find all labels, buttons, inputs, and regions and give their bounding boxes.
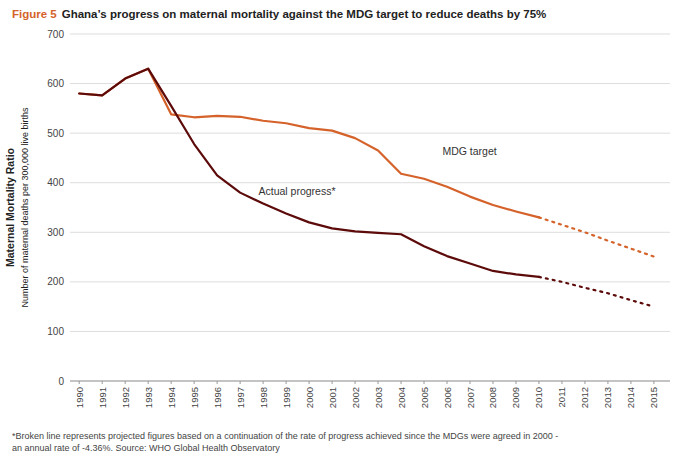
x-tick	[217, 381, 218, 384]
y-tick-label: 600	[47, 78, 64, 89]
x-tick	[401, 381, 402, 384]
grid-line	[70, 133, 670, 134]
x-tick	[263, 381, 264, 384]
x-tick-label: 1998	[258, 387, 269, 408]
x-tick-label: 2011	[556, 387, 567, 407]
x-tick-label: 1992	[120, 387, 131, 408]
title-line: Figure 5 Ghana’s progress on maternal mor…	[12, 8, 546, 20]
annotation: Actual progress*	[259, 185, 336, 197]
grid-line	[70, 281, 670, 282]
series-line	[79, 69, 539, 218]
x-tick-label: 2009	[510, 387, 521, 408]
grid	[70, 34, 670, 381]
x-tick-label: 2003	[373, 387, 384, 408]
x-tick	[148, 381, 149, 384]
x-tick	[630, 381, 631, 384]
x-tick	[309, 381, 310, 384]
x-tick	[355, 381, 356, 384]
x-tick-label: 1994	[166, 387, 177, 408]
y-axis-label: Maternal Mortality Ratio	[4, 148, 16, 267]
x-tick-label: 2002	[350, 387, 361, 408]
x-tick-label: 2005	[419, 387, 430, 408]
x-tick-label: 2015	[648, 387, 659, 408]
y-tick-label: 400	[47, 177, 64, 188]
x-tick-label: 2001	[327, 387, 338, 408]
y-tick-label: 300	[47, 227, 64, 238]
grid-line	[70, 83, 670, 84]
footnote: *Broken line represents projected figure…	[12, 431, 558, 453]
grid-line	[70, 182, 670, 183]
x-tick-label: 1999	[281, 387, 292, 408]
footnote-line: *Broken line represents projected figure…	[12, 431, 558, 441]
x-tick-label: 2007	[465, 387, 476, 408]
x-tick	[79, 381, 80, 384]
footnote-line: an annual rate of -4.36%. Source: WHO Gl…	[12, 443, 280, 453]
x-tick-label: 1993	[143, 387, 154, 408]
x-tick	[607, 381, 608, 384]
x-tick-label: 2006	[442, 387, 453, 408]
x-tick	[125, 381, 126, 384]
y-tick-label: 100	[47, 326, 64, 337]
y-tick-label: 200	[47, 276, 64, 287]
x-tick	[424, 381, 425, 384]
series-line	[539, 277, 654, 307]
x-tick	[538, 381, 539, 384]
x-tick-label: 2004	[396, 387, 407, 408]
x-tick	[515, 381, 516, 384]
x-tick	[653, 381, 654, 384]
x-tick-label: 1997	[235, 387, 246, 408]
x-tick	[240, 381, 241, 384]
x-tick-label: 2008	[487, 387, 498, 408]
x-axis-line	[70, 381, 670, 382]
x-tick-label: 1996	[212, 387, 223, 408]
y-tick-label: 700	[47, 29, 64, 40]
series-line	[539, 217, 654, 256]
x-tick	[194, 381, 195, 384]
x-tick	[584, 381, 585, 384]
y-tick-label: 0	[58, 376, 64, 387]
x-tick-label: 2010	[533, 387, 544, 408]
x-tick-label: 2013	[602, 387, 613, 408]
x-tick-label: 2012	[579, 387, 590, 408]
x-tick	[286, 381, 287, 384]
x-tick	[492, 381, 493, 384]
subtitle: Ghana’s progress on maternal mortality a…	[62, 8, 547, 20]
x-tick	[561, 381, 562, 384]
grid-line	[70, 381, 670, 382]
x-tick	[102, 381, 103, 384]
series-line	[79, 69, 539, 277]
x-tick	[447, 381, 448, 384]
x-tick-label: 1990	[74, 387, 85, 408]
x-tick-label: 2000	[304, 387, 315, 408]
x-tick	[332, 381, 333, 384]
lines	[79, 69, 654, 307]
x-tick-label: 1991	[97, 387, 108, 408]
x-tick-label: 1995	[189, 387, 200, 408]
title: Figure 5	[12, 8, 57, 20]
chart: Figure 5 Ghana’s progress on maternal mor…	[0, 0, 684, 461]
x-tick	[171, 381, 172, 384]
x-tick	[378, 381, 379, 384]
grid-line	[70, 331, 670, 332]
annotation: MDG target	[442, 145, 496, 157]
grid-line	[70, 34, 670, 35]
x-tick-label: 2014	[625, 387, 636, 408]
y-axis-note: Number of maternal deaths per 300,000 li…	[20, 107, 30, 308]
x-tick	[470, 381, 471, 384]
y-tick-label: 500	[47, 128, 64, 139]
